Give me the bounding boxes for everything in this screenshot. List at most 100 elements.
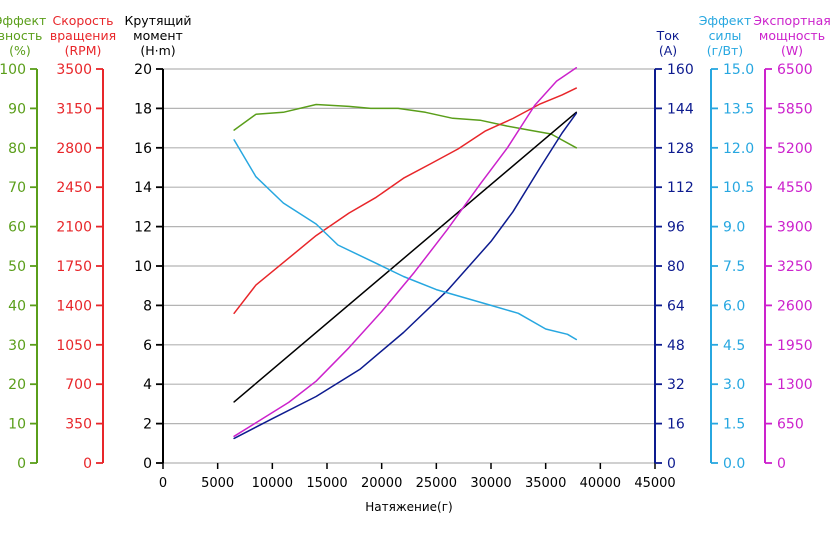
- x-tick-label: 0: [159, 476, 167, 491]
- axis-tick-label-rpm: 1050: [56, 338, 92, 354]
- axis-tick-label-force: 1.5: [723, 417, 745, 433]
- axis-tick-label-torque: 16: [134, 141, 152, 157]
- axis-tick-label-power: 650: [777, 417, 804, 433]
- axis-tick-label-eff: 10: [8, 417, 26, 433]
- axis-tick-label-current: 96: [667, 220, 685, 236]
- axis-tick-label-eff: 100: [0, 62, 26, 78]
- axis-title-force: Эффект: [699, 13, 752, 28]
- axis-tick-label-current: 112: [667, 180, 694, 196]
- axis-tick-label-torque: 6: [143, 338, 152, 354]
- axes: 0 5000 10000 15000 20000 25000 30000 35000 40000…: [0, 13, 831, 514]
- series-line-power: [233, 67, 578, 438]
- axis-title-rpm: вращения: [50, 28, 116, 43]
- axis-title-power: Экспортная: [753, 13, 831, 28]
- axis-tick-label-rpm: 2100: [56, 220, 92, 236]
- axis-tick-label-eff: 0: [17, 456, 26, 472]
- axis-tick-label-current: 144: [667, 101, 694, 117]
- axis-tick-label-torque: 2: [143, 417, 152, 433]
- axis-tick-label-eff: 30: [8, 338, 26, 354]
- axis-tick-label-force: 4.5: [723, 338, 745, 354]
- axis-tick-label-torque: 0: [143, 456, 152, 472]
- axis-title-force: (г/Вт): [707, 43, 743, 58]
- axis-tick-label-force: 13.5: [723, 101, 754, 117]
- axis-title-torque: момент: [133, 28, 183, 43]
- axis-tick-label-current: 0: [667, 456, 676, 472]
- axis-tick-label-power: 0: [777, 456, 786, 472]
- axis-tick-label-force: 9.0: [723, 220, 745, 236]
- axis-tick-label-current: 64: [667, 298, 685, 314]
- x-tick-label: 35000: [525, 476, 566, 491]
- axis-tick-label-current: 160: [667, 62, 694, 78]
- axis-tick-label-power: 4550: [777, 180, 813, 196]
- axis-title-power: (W): [781, 43, 803, 58]
- axis-tick-label-power: 1300: [777, 377, 813, 393]
- axis-tick-label-rpm: 3150: [56, 101, 92, 117]
- axis-tick-label-torque: 10: [134, 259, 152, 275]
- x-tick-label: 40000: [580, 476, 621, 491]
- axis-tick-label-current: 32: [667, 377, 685, 393]
- axis-tick-label-power: 5850: [777, 101, 813, 117]
- grid: [163, 68, 655, 464]
- axis-tick-label-power: 2600: [777, 298, 813, 314]
- axis-tick-label-force: 10.5: [723, 180, 754, 196]
- axis-tick-label-torque: 14: [134, 180, 152, 196]
- x-tick-label: 20000: [361, 476, 402, 491]
- axis-tick-label-rpm: 0: [83, 456, 92, 472]
- axis-title-torque: (Н·m): [140, 43, 175, 58]
- axis-title-current: Ток: [656, 28, 680, 43]
- x-tick-label: 25000: [416, 476, 457, 491]
- axis-title-eff: (%): [9, 43, 31, 58]
- x-tick-label: 45000: [634, 476, 675, 491]
- x-tick-label: 10000: [252, 476, 293, 491]
- series-line-torque: [233, 111, 578, 403]
- axis-tick-label-eff: 40: [8, 298, 26, 314]
- axis-tick-label-rpm: 1400: [56, 298, 92, 314]
- series-line-current: [233, 112, 578, 440]
- x-tick-label: 5000: [201, 476, 234, 491]
- series-line-force: [233, 139, 578, 341]
- axis-tick-label-torque: 18: [134, 101, 152, 117]
- axis-tick-label-rpm: 1750: [56, 259, 92, 275]
- axis-tick-label-force: 12.0: [723, 141, 754, 157]
- x-tick-label: 15000: [306, 476, 347, 491]
- axis-tick-label-eff: 20: [8, 377, 26, 393]
- axis-tick-label-rpm: 2450: [56, 180, 92, 196]
- axis-tick-label-force: 15.0: [723, 62, 754, 78]
- axis-tick-label-force: 0.0: [723, 456, 745, 472]
- series-line-rpm: [233, 87, 578, 315]
- axis-tick-label-eff: 60: [8, 220, 26, 236]
- axis-tick-label-torque: 4: [143, 377, 152, 393]
- axis-tick-label-eff: 90: [8, 101, 26, 117]
- axis-title-rpm: (RPM): [65, 43, 102, 58]
- axis-title-power: мощность: [759, 28, 825, 43]
- axis-tick-label-power: 3250: [777, 259, 813, 275]
- axis-tick-label-current: 16: [667, 417, 685, 433]
- axis-tick-label-torque: 12: [134, 220, 152, 236]
- axis-tick-label-eff: 70: [8, 180, 26, 196]
- axis-title-rpm: Скорость: [52, 13, 113, 28]
- axis-tick-label-eff: 50: [8, 259, 26, 275]
- axis-title-eff: Эффект: [0, 13, 46, 28]
- axis-tick-label-power: 6500: [777, 62, 813, 78]
- axis-title-eff: вность: [0, 28, 42, 43]
- axis-tick-label-force: 7.5: [723, 259, 745, 275]
- axis-title-force: силы: [709, 28, 742, 43]
- axis-tick-label-force: 6.0: [723, 298, 745, 314]
- axis-tick-label-torque: 8: [143, 298, 152, 314]
- axis-tick-label-current: 80: [667, 259, 685, 275]
- axis-title-current: (A): [659, 43, 677, 58]
- axis-tick-label-torque: 20: [134, 62, 152, 78]
- axis-tick-label-current: 128: [667, 141, 694, 157]
- axis-title-torque: Крутящий: [124, 13, 191, 28]
- axis-tick-label-force: 3.0: [723, 377, 745, 393]
- plot-lines: [233, 67, 578, 440]
- axis-tick-label-rpm: 350: [65, 417, 92, 433]
- axis-tick-label-power: 5200: [777, 141, 813, 157]
- axis-tick-label-current: 48: [667, 338, 685, 354]
- x-tick-label: 30000: [470, 476, 511, 491]
- axis-tick-label-power: 1950: [777, 338, 813, 354]
- series-line-eff: [233, 103, 578, 149]
- axis-tick-label-rpm: 3500: [56, 62, 92, 78]
- axis-tick-label-power: 3900: [777, 220, 813, 236]
